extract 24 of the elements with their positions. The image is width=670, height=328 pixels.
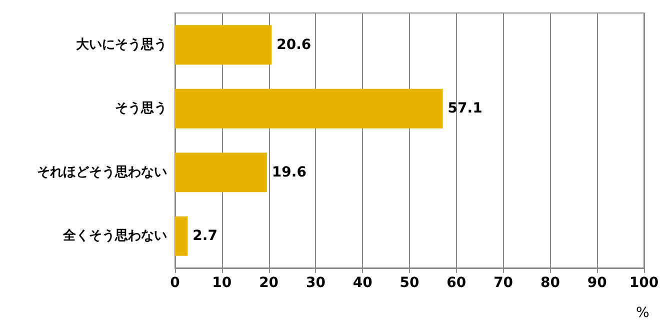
data-label: 20.6	[276, 36, 312, 53]
x-tick-label: 20	[259, 275, 279, 291]
bar	[175, 25, 272, 65]
bar	[175, 152, 267, 192]
y-tick-label: 全くそう思わない	[62, 228, 167, 244]
x-tick-label: 80	[540, 275, 560, 291]
x-tick-label: 100	[629, 275, 659, 291]
y-tick-label: 大いにそう思う	[76, 37, 167, 52]
y-tick-label: それほどそう思わない	[37, 164, 167, 180]
bar	[175, 216, 188, 256]
data-label: 57.1	[448, 100, 482, 117]
y-tick-label: そう思う	[115, 101, 167, 116]
x-tick-label: 40	[352, 275, 373, 291]
data-label: 2.7	[192, 228, 218, 244]
x-axis-title: %	[636, 305, 650, 321]
x-tick-label: 70	[494, 275, 514, 291]
x-tick-label: 0	[170, 275, 180, 291]
x-tick-label: 90	[587, 275, 608, 291]
x-tick-label: 60	[446, 275, 466, 291]
data-label: 19.6	[272, 164, 306, 180]
bar	[175, 88, 443, 128]
x-tick-label: 30	[306, 275, 326, 291]
x-tick-label: 10	[212, 275, 232, 291]
x-tick-label: 50	[400, 275, 420, 291]
